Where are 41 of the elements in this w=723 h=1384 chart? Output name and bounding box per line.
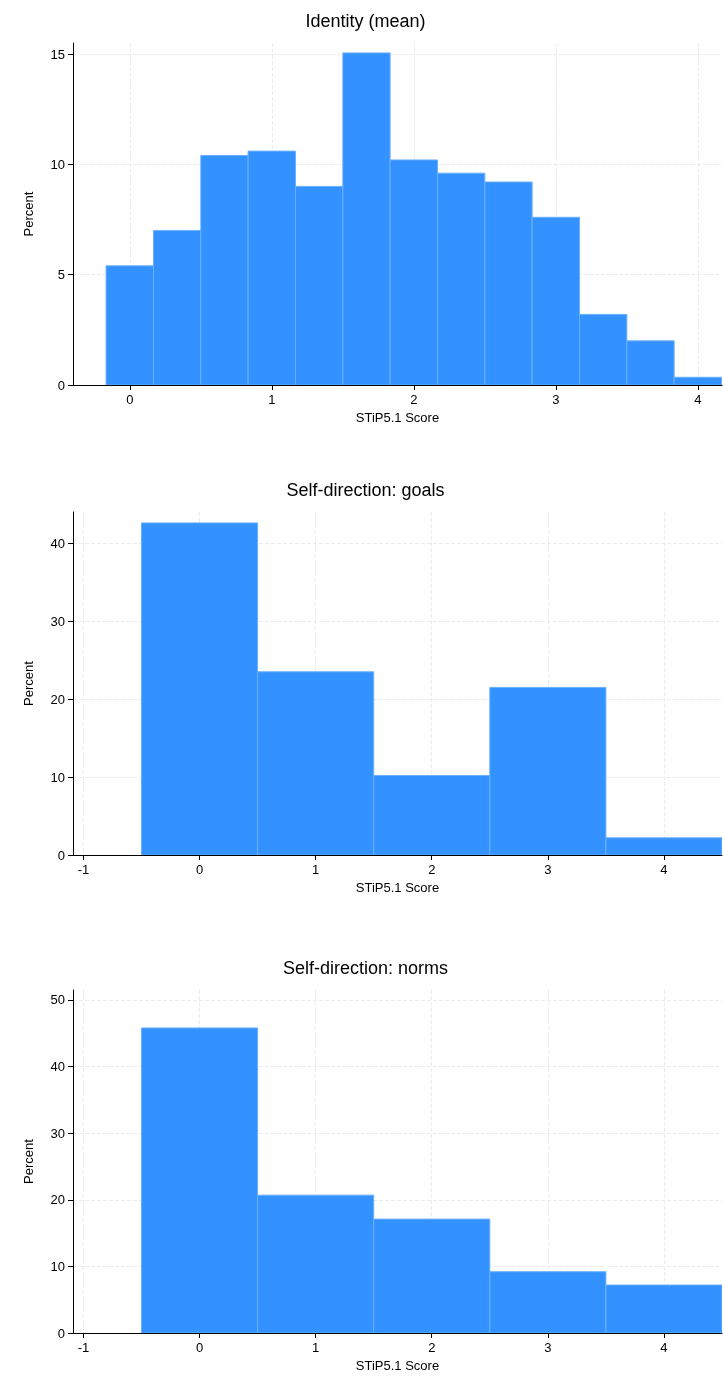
- x-tick-label: 3: [544, 862, 552, 877]
- y-tick-label: 5: [57, 267, 65, 283]
- x-tick-label: 4: [660, 1340, 668, 1355]
- x-axis-title: STiP5.1 Score: [355, 1358, 440, 1373]
- y-tick-label: 40: [50, 535, 65, 551]
- x-tick-label: 0: [195, 862, 204, 877]
- y-tick-label: 50: [50, 992, 65, 1008]
- y-tick-label: 0: [57, 377, 65, 393]
- y-tick-label: 30: [50, 1125, 65, 1141]
- chart-title: Self-direction: goals: [286, 480, 445, 500]
- x-tick-label: 1: [312, 1340, 320, 1355]
- x-tick-label: 3: [552, 392, 560, 407]
- x-axis-title: STiP5.1 Score: [355, 410, 440, 425]
- x-tick-label: 4: [660, 862, 668, 877]
- y-tick-label: 10: [50, 769, 65, 785]
- x-tick-label: -1: [77, 1340, 90, 1355]
- x-tick-label: 2: [428, 862, 436, 877]
- x-tick-label: 1: [312, 862, 320, 877]
- x-tick-label: 1: [268, 392, 276, 407]
- x-axis-title: STiP5.1 Score: [355, 880, 440, 895]
- y-tick-label: 10: [50, 1258, 65, 1274]
- y-tick-label: 20: [50, 691, 65, 707]
- x-tick-label: 4: [694, 392, 702, 407]
- y-axis-title: Percent: [21, 660, 36, 706]
- y-tick-label: 30: [50, 613, 65, 629]
- y-tick-label: 40: [50, 1059, 65, 1075]
- y-axis-title: Percent: [21, 191, 36, 237]
- x-tick-label: 0: [126, 392, 134, 407]
- x-tick-label: 2: [428, 1340, 436, 1355]
- x-tick-label: 0: [195, 1340, 204, 1355]
- x-tick-label: 3: [544, 1340, 552, 1355]
- y-tick-label: 20: [50, 1192, 65, 1208]
- chart-title: Identity (mean): [305, 11, 426, 31]
- y-tick-label: 10: [50, 156, 65, 172]
- y-axis-title: Percent: [21, 1138, 36, 1184]
- x-tick-label: 2: [410, 392, 418, 407]
- y-tick-label: 0: [57, 1325, 65, 1341]
- y-tick-label: 15: [50, 46, 65, 62]
- x-tick-label: -1: [77, 862, 90, 877]
- y-tick-label: 0: [57, 847, 65, 863]
- chart-title: Self-direction: norms: [282, 958, 449, 978]
